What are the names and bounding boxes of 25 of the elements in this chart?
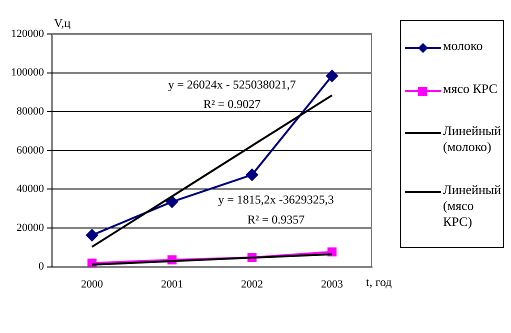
y-tick-label: 20000 [16,222,44,234]
point [326,70,338,82]
annotation: y = 1815,2x -3629325,3 [218,192,334,207]
annotation: y = 26024x - 525038021,7 [168,77,296,92]
x-tick-label: 2003 [321,278,344,290]
point [246,168,258,181]
y-axis-title: V,ц [54,16,72,30]
y-tick-label: 120000 [11,28,44,40]
y-tick-label: 40000 [16,183,44,196]
x-tick-label: 2002 [241,278,263,290]
x-tick-label: 2001 [161,278,183,290]
y-tick-label: 80000 [16,105,44,118]
legend-label: Линейный (мясо КРС) [443,182,502,230]
legend-label: Линейный (молоко) [443,123,502,156]
annotation: R² = 0.9027 [203,97,261,112]
y-tick-label: 100000 [11,66,44,79]
y-tick-label: 60000 [16,144,44,156]
legend-label: мясо КРС [443,80,498,97]
x-tick-label: 2000 [81,278,104,290]
x-axis-title: t, год [366,274,392,289]
y-tick-label: 0 [38,260,44,273]
point [86,229,98,242]
legend-label: молоко [443,38,483,54]
point [166,196,178,208]
annotation: R² = 0.9357 [247,212,305,226]
